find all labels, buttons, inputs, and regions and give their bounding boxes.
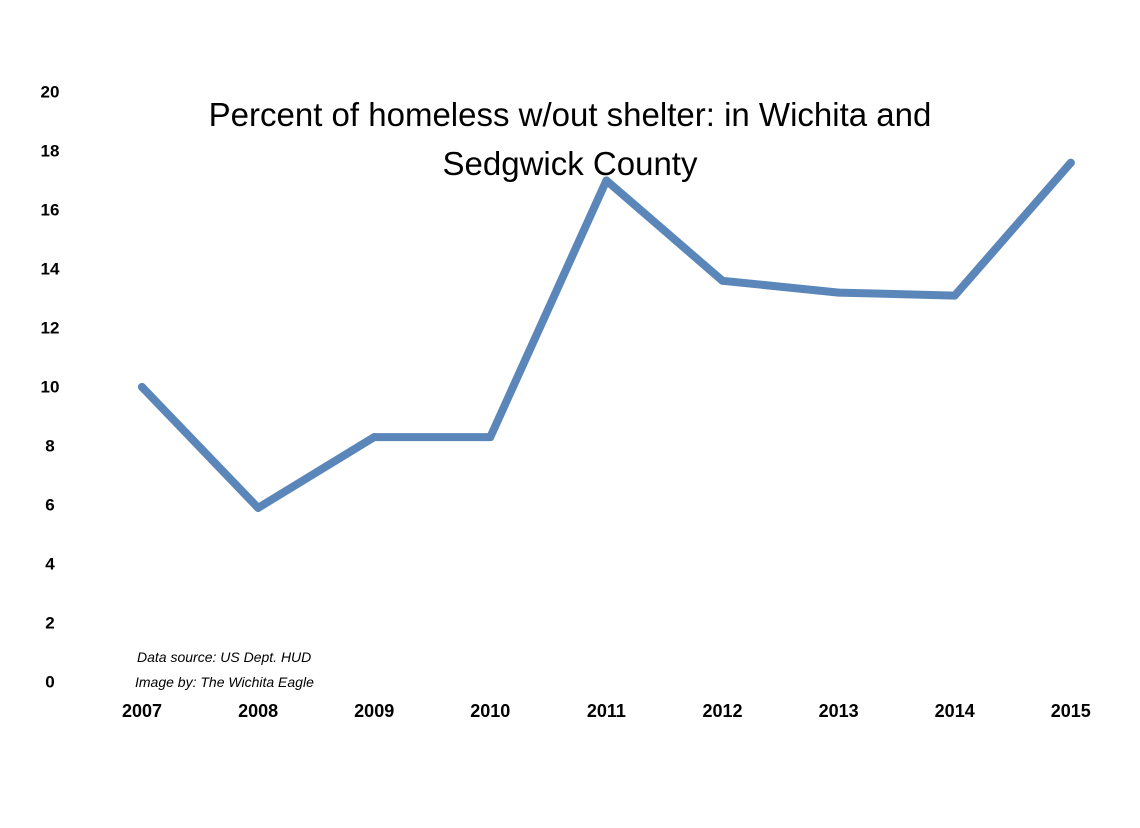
data-point [602, 176, 611, 185]
x-tick-label: 2008 [238, 701, 278, 721]
x-tick-label: 2010 [470, 701, 510, 721]
chart-title-line-2: Sedgwick County [443, 145, 698, 182]
data-point [370, 433, 379, 442]
image-credit-note: Image by: The Wichita Eagle [135, 674, 314, 690]
y-tick-label: 6 [45, 496, 54, 515]
y-tick-label: 12 [41, 319, 60, 338]
x-tick-label: 2009 [354, 701, 394, 721]
x-tick-label: 2007 [122, 701, 162, 721]
y-tick-label: 18 [41, 142, 60, 161]
y-tick-label: 20 [41, 83, 60, 102]
y-tick-label: 2 [45, 614, 54, 633]
data-point [254, 503, 263, 512]
y-tick-label: 8 [45, 437, 54, 456]
y-tick-label: 0 [45, 673, 54, 692]
data-point [138, 383, 146, 391]
y-tick-label: 10 [41, 378, 60, 397]
data-point [950, 291, 959, 300]
data-source-note: Data source: US Dept. HUD [137, 649, 311, 665]
y-tick-label: 4 [45, 555, 55, 574]
x-tick-label: 2014 [935, 701, 975, 721]
data-point [834, 288, 843, 297]
y-tick-label: 14 [41, 260, 60, 279]
data-point [1066, 158, 1075, 167]
y-axis-tick-labels: 0 2 4 6 8 10 12 14 16 18 20 [41, 83, 60, 692]
x-axis-tick-labels: 2007 2008 2009 2010 2011 2012 2013 2014 2015 [122, 701, 1091, 721]
chart-title-line-1: Percent of homeless w/out shelter: in Wi… [209, 96, 932, 133]
data-point [486, 433, 495, 442]
series-lines [138, 158, 1075, 512]
x-tick-label: 2012 [702, 701, 742, 721]
series-line [138, 158, 1075, 512]
x-tick-label: 2015 [1051, 701, 1091, 721]
x-tick-label: 2011 [587, 701, 626, 721]
y-tick-label: 16 [41, 201, 60, 220]
x-tick-label: 2013 [819, 701, 859, 721]
data-point [718, 276, 727, 285]
